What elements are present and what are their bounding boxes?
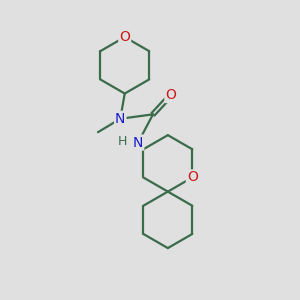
Text: O: O bbox=[119, 30, 130, 44]
Text: O: O bbox=[165, 88, 176, 102]
Text: N: N bbox=[133, 136, 143, 150]
Text: O: O bbox=[187, 170, 198, 184]
Text: H: H bbox=[118, 135, 127, 148]
Text: N: N bbox=[115, 112, 125, 126]
